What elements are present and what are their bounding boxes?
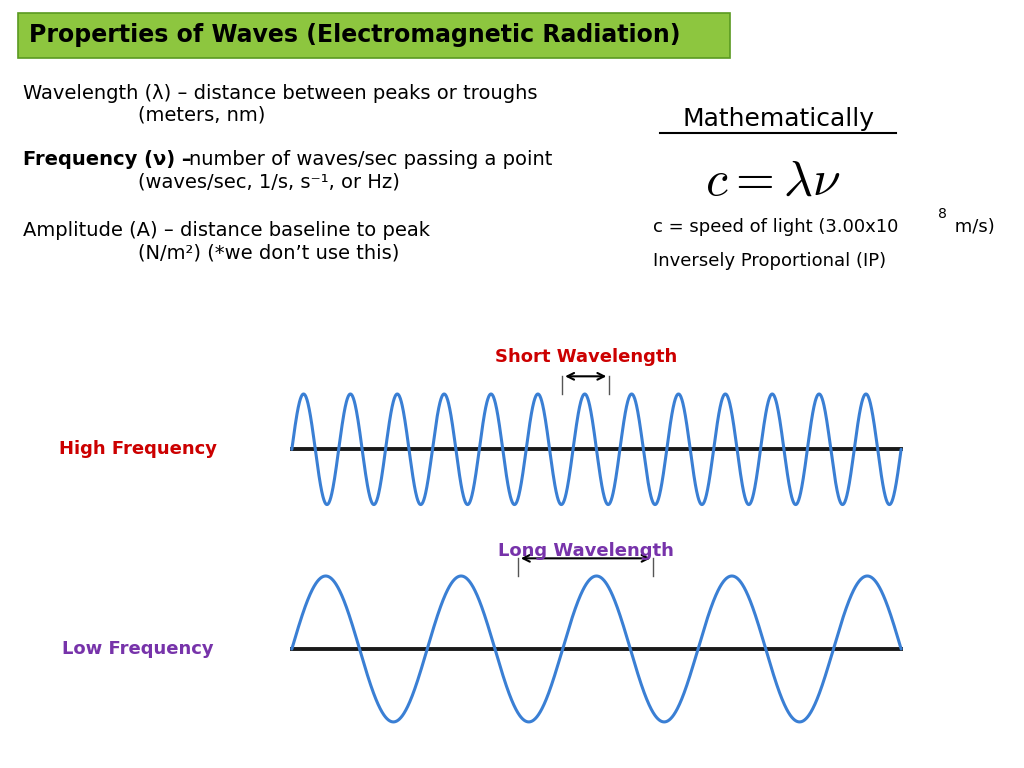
Text: Low Frequency: Low Frequency [62, 640, 214, 658]
Text: Long Wavelength: Long Wavelength [498, 542, 674, 561]
Text: Frequency (ν) –: Frequency (ν) – [23, 151, 198, 169]
Text: 8: 8 [938, 207, 947, 221]
Text: $c = \lambda\nu$: $c = \lambda\nu$ [706, 157, 841, 204]
Text: number of waves/sec passing a point: number of waves/sec passing a point [189, 151, 553, 169]
Text: (waves/sec, 1/s, s⁻¹, or Hz): (waves/sec, 1/s, s⁻¹, or Hz) [138, 173, 400, 191]
Text: Properties of Waves (Electromagnetic Radiation): Properties of Waves (Electromagnetic Rad… [29, 23, 680, 48]
Text: Short Wavelength: Short Wavelength [495, 348, 677, 366]
Text: Inversely Proportional (IP): Inversely Proportional (IP) [653, 252, 887, 270]
Text: Amplitude (A) – distance baseline to peak: Amplitude (A) – distance baseline to pea… [23, 221, 429, 240]
Text: (meters, nm): (meters, nm) [138, 106, 265, 124]
Text: Mathematically: Mathematically [682, 107, 874, 131]
FancyBboxPatch shape [18, 13, 730, 58]
Text: High Frequency: High Frequency [59, 440, 217, 458]
Text: Wavelength (λ) – distance between peaks or troughs: Wavelength (λ) – distance between peaks … [23, 84, 537, 103]
Text: m/s): m/s) [949, 218, 995, 236]
Text: (N/m²) (*we don’t use this): (N/m²) (*we don’t use this) [138, 243, 399, 262]
Text: c = speed of light (3.00x10: c = speed of light (3.00x10 [653, 218, 899, 236]
